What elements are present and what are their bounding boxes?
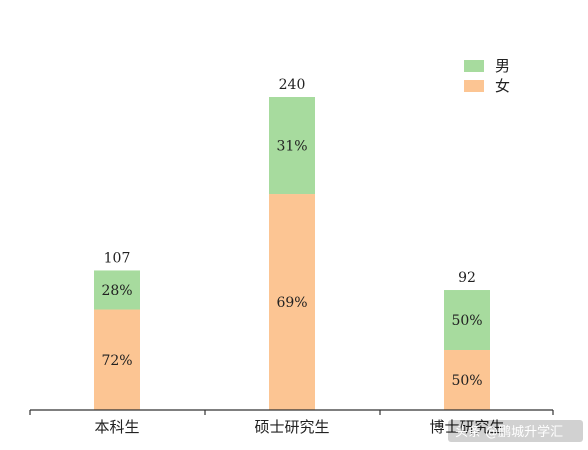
segment-label-0-0: 72%	[101, 353, 132, 369]
category-label-2: 博士研究生	[429, 418, 504, 436]
segment-label-2-0: 50%	[451, 373, 482, 389]
bar-segment-0-0	[94, 309, 140, 410]
bar-segment-1-1	[269, 97, 315, 195]
watermark-backdrop	[448, 420, 583, 442]
segment-label-1-0: 69%	[276, 295, 307, 311]
legend-swatch-1	[464, 80, 484, 92]
category-label-0: 本科生	[94, 418, 139, 436]
segment-label-2-1: 50%	[451, 313, 482, 329]
bar-segment-2-1	[444, 290, 490, 351]
total-label-0: 107	[104, 250, 131, 266]
bar-segment-0-1	[94, 270, 140, 310]
x-axis: 本科生 硕士研究生 博士研究生	[29, 409, 554, 436]
total-label-2: 92	[458, 270, 476, 286]
segment-label-0-1: 28%	[101, 283, 132, 299]
legend: 男女	[464, 57, 510, 95]
segment-label-1-1: 31%	[276, 139, 307, 155]
legend-label-0: 男	[495, 57, 510, 75]
bars-group	[94, 97, 490, 410]
labels-group: 72% 28% 107 69% 31% 240 50% 50% 92	[101, 77, 482, 389]
total-label-1: 240	[279, 77, 306, 93]
bar-segment-2-0	[444, 350, 490, 410]
legend-swatch-0	[464, 60, 484, 72]
watermark-text: 头条 @鹏城升学汇	[455, 424, 563, 440]
bar-segment-1-0	[269, 194, 315, 410]
category-label-1: 硕士研究生	[254, 418, 329, 436]
watermark: 头条 @鹏城升学汇	[448, 420, 583, 442]
legend-label-1: 女	[495, 77, 510, 95]
